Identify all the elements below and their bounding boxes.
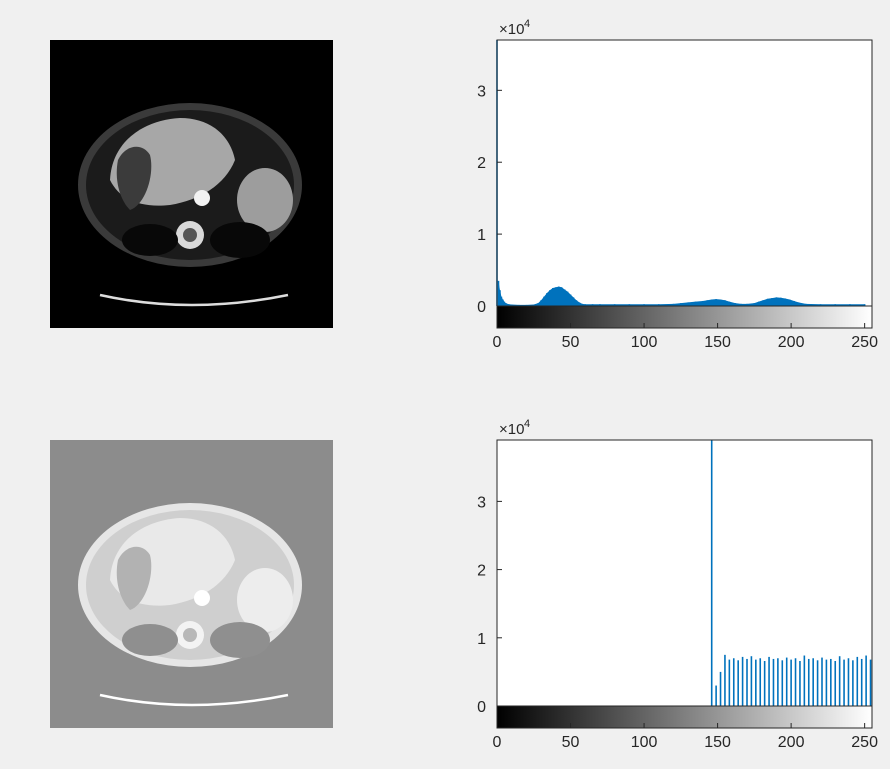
axes-box xyxy=(496,439,873,729)
axes-background xyxy=(497,40,872,328)
x-tick-label: 0 xyxy=(493,734,502,751)
y-tick-label: 2 xyxy=(477,563,486,580)
y-tick-label: 1 xyxy=(477,631,486,648)
equalized-ct-image xyxy=(50,440,333,728)
y-tick-label: 0 xyxy=(477,299,486,316)
y-exponent-power: 4 xyxy=(524,18,530,30)
x-tick-label: 200 xyxy=(778,334,805,351)
histogram-area xyxy=(498,280,865,306)
bar-series xyxy=(710,440,872,706)
x-tick-label: 50 xyxy=(562,734,580,751)
spinal-canal xyxy=(183,628,197,642)
spleen xyxy=(237,168,293,232)
ct-table xyxy=(99,693,289,707)
original-ct-image xyxy=(50,40,333,328)
right-lung-base xyxy=(210,222,270,258)
left-lung-base xyxy=(122,224,178,256)
x-tick-label: 100 xyxy=(631,334,658,351)
aorta xyxy=(194,190,210,206)
histogram-axes: 0 50 100 150 200 250 0 1 2 3 ×10 4 xyxy=(477,418,878,751)
equalized-ct-drawing xyxy=(78,503,302,707)
x-tick-label: 50 xyxy=(562,334,580,351)
y-tick-label: 3 xyxy=(477,83,486,100)
gray-colorbar xyxy=(496,705,873,729)
y-exponent-power: 4 xyxy=(524,418,530,430)
x-tick-label: 0 xyxy=(493,334,502,351)
y-tick-label: 3 xyxy=(477,494,486,511)
axes-background xyxy=(497,440,872,728)
x-tick-label: 150 xyxy=(704,334,731,351)
aorta xyxy=(194,590,210,606)
x-tick-label: 100 xyxy=(631,734,658,751)
y-exponent-label: ×10 xyxy=(499,421,524,438)
x-tick-label: 200 xyxy=(778,734,805,751)
gallbladder-region xyxy=(116,146,152,210)
x-tick-label: 250 xyxy=(851,334,878,351)
spleen xyxy=(237,568,293,632)
x-tick-label: 150 xyxy=(704,734,731,751)
spinal-canal xyxy=(183,228,197,242)
y-exponent-label: ×10 xyxy=(499,21,524,38)
right-lung-base xyxy=(210,622,270,658)
x-tick-label: 250 xyxy=(851,734,878,751)
y-tick-label: 0 xyxy=(477,699,486,716)
axes-box xyxy=(496,39,873,329)
y-tick-label: 1 xyxy=(477,227,486,244)
histogram-axes: 0 50 100 150 200 250 0 1 2 3 ×10 4 xyxy=(477,18,878,351)
gallbladder-region xyxy=(116,546,152,610)
y-tick-label: 2 xyxy=(477,155,486,172)
left-lung-base xyxy=(122,624,178,656)
original-ct-drawing xyxy=(78,103,302,307)
ct-table xyxy=(99,293,289,307)
